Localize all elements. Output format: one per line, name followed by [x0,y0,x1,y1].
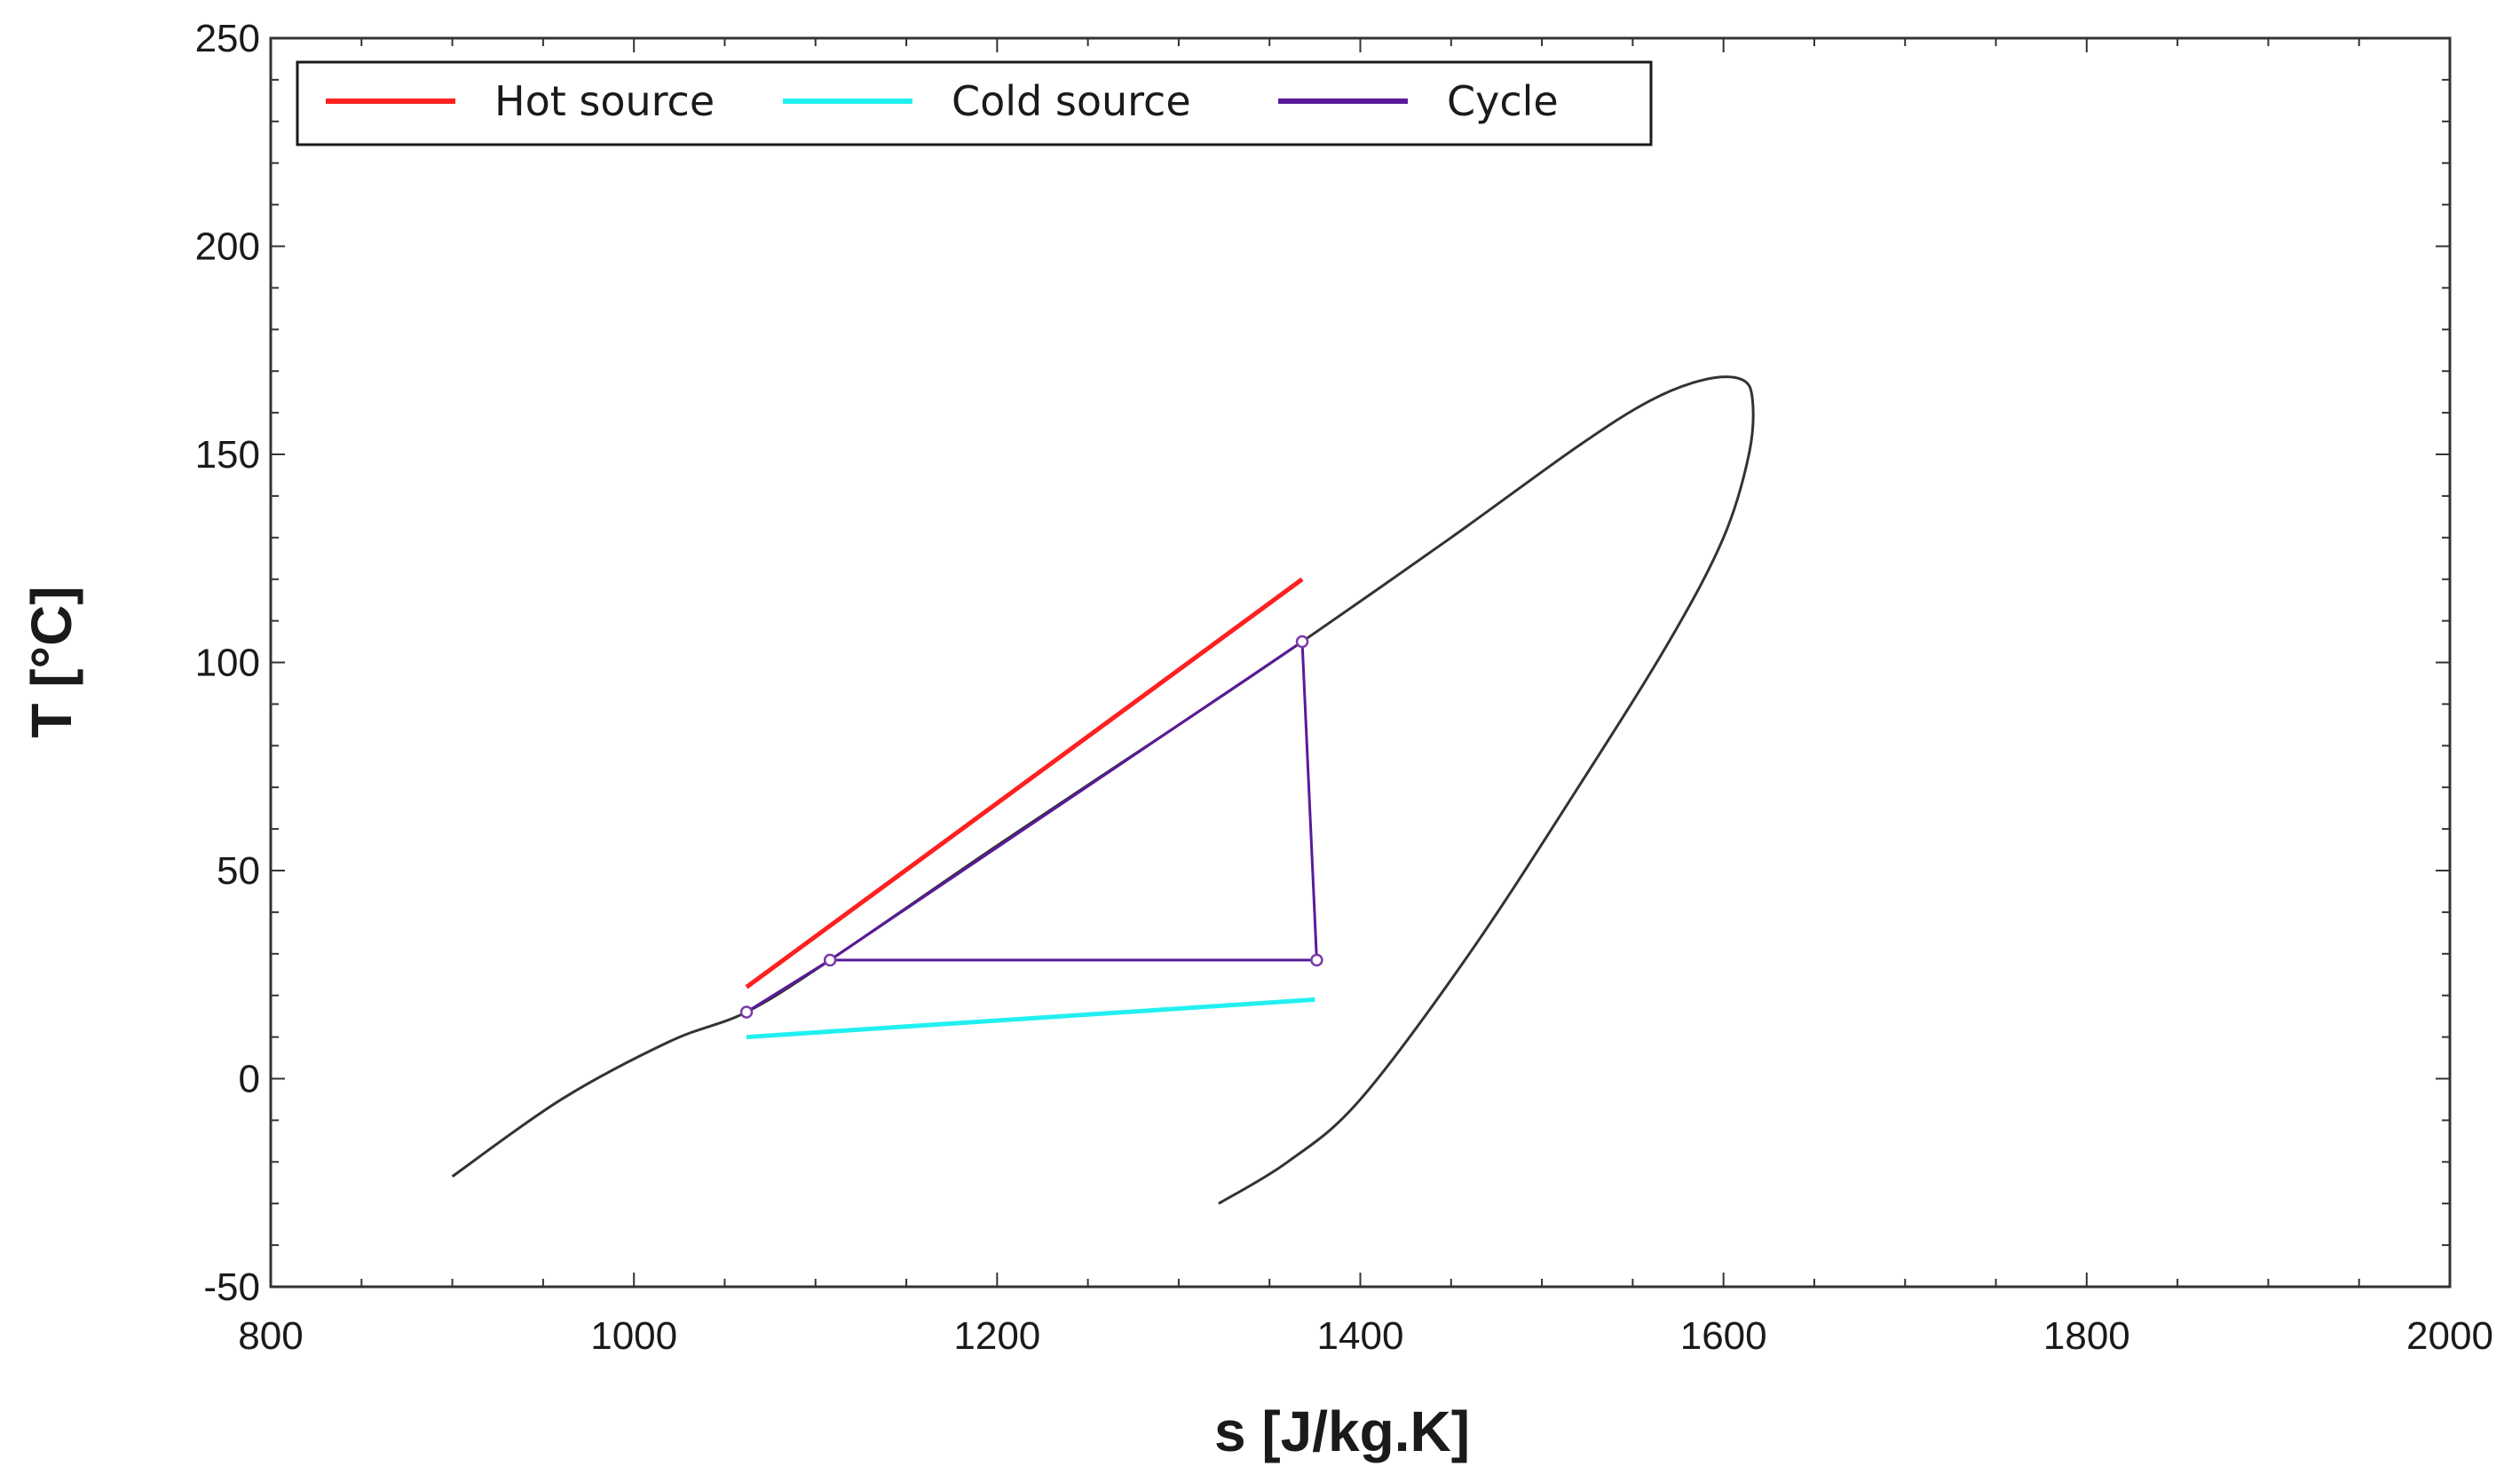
y-tick-label: 100 [195,642,260,685]
legend-box [296,60,1653,146]
saturation-dome-layer [451,375,1755,1205]
y-tick-label: -50 [203,1265,260,1309]
y-tick-label: 50 [217,849,260,893]
x-tick-label: 800 [238,1314,303,1358]
x-tick-label: 1000 [590,1314,677,1358]
legend: Hot source Cold source Cycle [296,60,1653,146]
series-line-cold-source [746,997,1315,1040]
y-tick-label: 0 [239,1058,260,1101]
y-tick-label: 250 [195,17,260,60]
x-tick-label: 2000 [2406,1314,2493,1358]
series-layer [745,577,1318,1040]
legend-label-hot-source: Hot source [494,77,715,125]
legend-label-cycle: Cycle [1447,77,1559,125]
y-tick-label: 200 [195,225,260,269]
x-tick-label: 1600 [1680,1314,1767,1358]
cycle-state-point [1295,635,1309,649]
x-tick-label: 1800 [2043,1314,2130,1358]
x-axis-title: s [J/kg.K] [1214,1399,1470,1463]
saturation-dome-curve [451,375,1755,1205]
x-tick-label: 1200 [953,1314,1040,1358]
y-axis-title: T [°C] [20,586,83,737]
cycle-state-point [739,1005,754,1019]
ticks-layer: 800 1000 1200 1400 1600 1800 2000 -50 0 50 100 150 2… [195,17,2493,1358]
series-line-cycle [746,640,1318,1013]
legend-label-cold-source: Cold source [952,77,1191,125]
cycle-state-point [823,953,837,967]
x-tick-label: 1400 [1317,1314,1404,1358]
series-line-hot-source [745,577,1304,989]
y-tick-label: 150 [195,433,260,477]
cycle-state-point [1310,953,1323,967]
cycle-markers-layer [739,635,1323,1019]
